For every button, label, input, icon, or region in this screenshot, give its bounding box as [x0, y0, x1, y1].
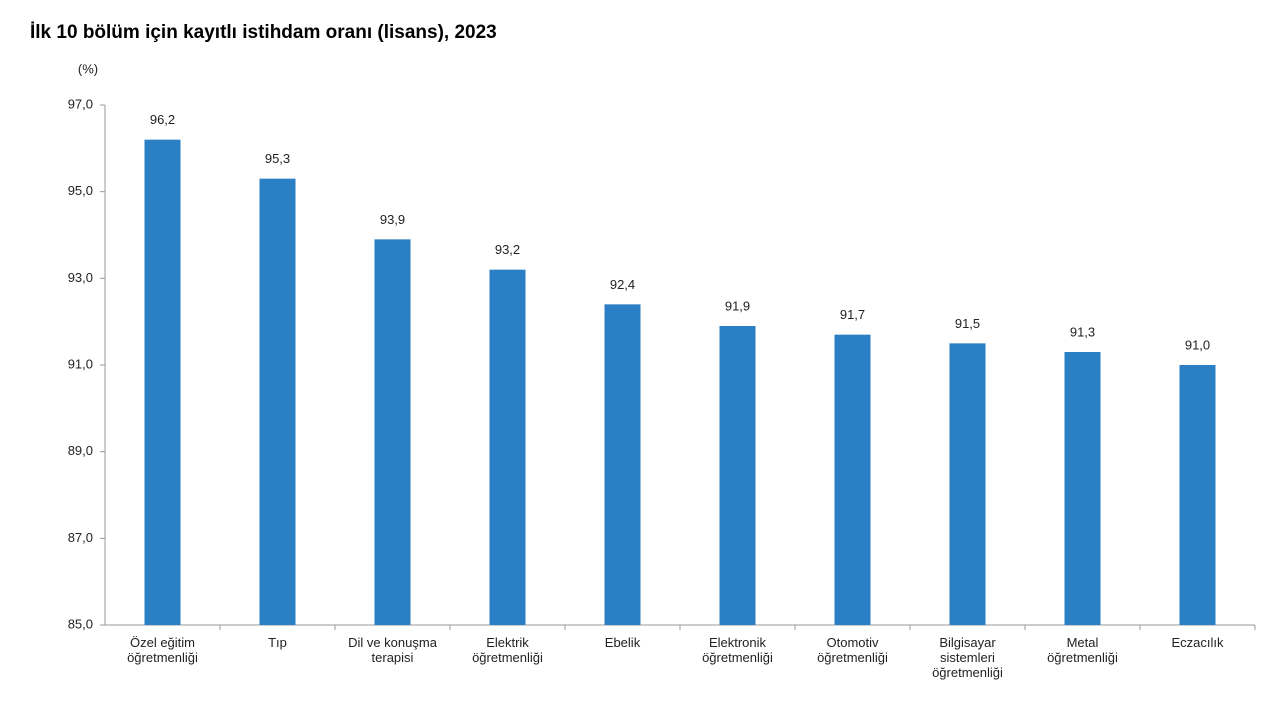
- value-label: 91,3: [1070, 324, 1095, 339]
- x-tick-label: Eczacılık: [1171, 635, 1224, 650]
- x-tick-label: Dil ve konuşma terapisi: [348, 635, 437, 665]
- bar: [259, 178, 296, 625]
- value-label: 95,3: [265, 151, 290, 166]
- value-label: 91,9: [725, 298, 750, 313]
- y-tick-label: 97,0: [68, 96, 93, 111]
- bar: [834, 334, 871, 625]
- x-tick-label: Metal öğretmenliği: [1047, 635, 1118, 665]
- y-tick-label: 87,0: [68, 530, 93, 545]
- value-label: 91,0: [1185, 337, 1210, 352]
- value-label: 91,5: [955, 316, 980, 331]
- x-tick-label: Ebelik: [604, 635, 641, 650]
- x-tick-label: Tıp: [268, 635, 287, 650]
- x-tick-label: Elektrik öğretmenliği: [472, 635, 543, 665]
- y-tick-label: 85,0: [68, 616, 93, 631]
- x-tick-label: Özel eğitim öğretmenliği: [127, 635, 198, 665]
- value-label: 96,2: [150, 112, 175, 127]
- x-tick-label: Bilgisayar sistemleri öğretmenliği: [932, 635, 1003, 680]
- value-label: 93,2: [495, 242, 520, 257]
- y-tick-label: 93,0: [68, 270, 93, 285]
- bar: [949, 343, 986, 625]
- value-label: 93,9: [380, 212, 405, 227]
- bar: [1064, 352, 1101, 625]
- bar: [374, 239, 411, 626]
- y-tick-label: 91,0: [68, 356, 93, 371]
- bar: [144, 139, 181, 625]
- y-axis-label: (%): [78, 61, 98, 76]
- bar: [1179, 365, 1216, 625]
- bar: [489, 269, 526, 625]
- y-tick-label: 89,0: [68, 443, 93, 458]
- chart-title: İlk 10 bölüm için kayıtlı istihdam oranı…: [30, 22, 497, 43]
- y-tick-label: 95,0: [68, 183, 93, 198]
- value-label: 92,4: [610, 277, 635, 292]
- x-tick-label: Otomotiv öğretmenliği: [817, 635, 888, 665]
- value-label: 91,7: [840, 307, 865, 322]
- bar: [604, 304, 641, 625]
- x-tick-label: Elektronik öğretmenliği: [702, 635, 773, 665]
- bar: [719, 326, 756, 625]
